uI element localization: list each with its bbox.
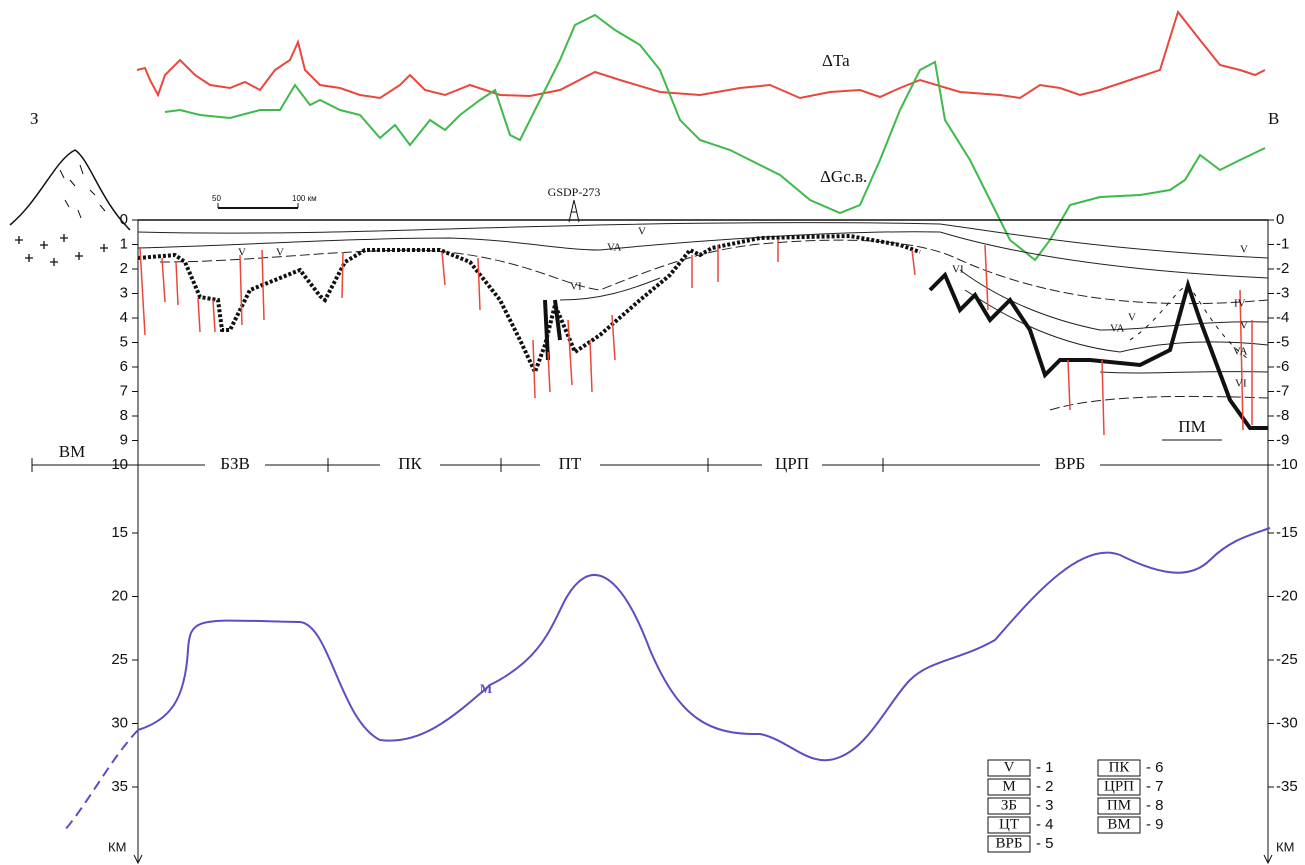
layer-label: VA bbox=[1110, 323, 1125, 335]
legend-symbol: ЦТ bbox=[999, 816, 1019, 832]
well-symbol bbox=[569, 200, 579, 222]
upper-right-tick-label: -7 bbox=[1276, 382, 1289, 399]
section-frame bbox=[32, 220, 1272, 863]
lower-right-tick-label: -35 bbox=[1276, 778, 1298, 795]
upper-right-tick-label: -3 bbox=[1276, 284, 1289, 301]
gravity-label: ΔGc.в. bbox=[820, 167, 867, 186]
upper-right-tick-label: -9 bbox=[1276, 431, 1289, 448]
upper-right-tick-label: -4 bbox=[1276, 309, 1289, 326]
upper-left-tick-label: 2 bbox=[120, 260, 128, 277]
upper-left-tick-label: 10 bbox=[111, 456, 128, 473]
upper-left-tick-label: 4 bbox=[120, 309, 128, 326]
lower-left-tick-label: 30 bbox=[111, 714, 128, 731]
layer-label: V bbox=[276, 247, 284, 259]
basement-top bbox=[138, 236, 920, 372]
upper-left-tick-label: 7 bbox=[120, 382, 128, 399]
zone-label: ПТ bbox=[559, 454, 582, 473]
lower-right-tick-label: -20 bbox=[1276, 587, 1298, 604]
legend-number: - 8 bbox=[1146, 797, 1164, 814]
lower-left-tick-label: 15 bbox=[111, 524, 128, 541]
layer-label: VI bbox=[1235, 378, 1247, 390]
layer-label: IV bbox=[1234, 298, 1246, 310]
moho-line bbox=[138, 528, 1270, 760]
lower-right-tick-label: -15 bbox=[1276, 524, 1298, 541]
layer-label: V bbox=[238, 247, 246, 259]
legend-symbol: M bbox=[1002, 778, 1015, 794]
layer-label: V bbox=[1240, 244, 1248, 256]
layer-label: V bbox=[1240, 320, 1248, 332]
legend-number: - 7 bbox=[1146, 778, 1164, 795]
upper-right-tick-label: -1 bbox=[1276, 235, 1289, 252]
upper-left-tick-label: 3 bbox=[120, 284, 128, 301]
upper-right-tick-label: -2 bbox=[1276, 260, 1289, 277]
layer-label: VI bbox=[952, 264, 964, 276]
legend-symbol: ПМ bbox=[1107, 797, 1131, 813]
upper-left-tick-label: 5 bbox=[120, 333, 128, 350]
legend-number: - 9 bbox=[1146, 816, 1164, 833]
zone-label: ПК bbox=[398, 454, 422, 473]
magnetic-label: ΔTa bbox=[822, 51, 850, 70]
upper-right-tick-label: -10 bbox=[1276, 456, 1298, 473]
scale-start: 50 bbox=[212, 194, 221, 203]
upper-left-tick-label: 8 bbox=[120, 407, 128, 424]
legend-number: - 1 bbox=[1036, 759, 1054, 776]
upper-left-tick-label: 1 bbox=[120, 235, 128, 252]
layer-label: VA bbox=[607, 242, 622, 254]
well-label: GSDP-273 bbox=[548, 185, 601, 199]
legend-symbol: ПК bbox=[1109, 759, 1131, 775]
lower-left-tick-label: 20 bbox=[111, 587, 128, 604]
faults bbox=[140, 240, 1252, 435]
legend-symbol: ЗБ bbox=[1001, 797, 1017, 813]
legend-number: - 3 bbox=[1036, 797, 1054, 814]
legend-symbol: V bbox=[1004, 759, 1015, 775]
lower-right-tick-label: -30 bbox=[1276, 714, 1298, 731]
magnetic-curve bbox=[137, 12, 1265, 98]
unit-left: КМ bbox=[108, 839, 126, 854]
scale-end: 100 км bbox=[292, 194, 317, 203]
upper-right-tick-label: -8 bbox=[1276, 407, 1289, 424]
legend-number: - 4 bbox=[1036, 816, 1054, 833]
zone-label: ВРБ bbox=[1055, 454, 1086, 473]
upper-left-tick-label: 6 bbox=[120, 358, 128, 375]
zone-label: ВМ bbox=[59, 442, 85, 461]
west-label: З bbox=[30, 109, 39, 128]
sediment-layers bbox=[138, 223, 1268, 410]
lower-left-tick-label: 25 bbox=[111, 651, 128, 668]
pm-label: ПМ bbox=[1178, 417, 1205, 436]
layer-label: VA bbox=[1233, 346, 1248, 358]
upper-right-tick-label: 0 bbox=[1276, 211, 1284, 228]
upper-left-tick-label: 9 bbox=[120, 431, 128, 448]
scale-bar bbox=[218, 203, 298, 208]
upper-left-tick-label: 0 bbox=[120, 211, 128, 228]
legend-number: - 2 bbox=[1036, 778, 1054, 795]
lower-left-tick-label: 35 bbox=[111, 778, 128, 795]
zone-label: БЗВ bbox=[220, 454, 250, 473]
layer-label: VI bbox=[570, 281, 582, 293]
east-label: В bbox=[1268, 109, 1279, 128]
legend-symbol: ВРБ bbox=[996, 835, 1023, 851]
upper-right-tick-label: -5 bbox=[1276, 333, 1289, 350]
legend-number: - 5 bbox=[1036, 835, 1054, 852]
massif-symbol bbox=[10, 150, 130, 266]
zone-label: ЦРП bbox=[775, 454, 809, 473]
unit-right: КМ bbox=[1276, 839, 1294, 854]
legend-symbol: ВМ bbox=[1107, 816, 1130, 832]
layer-label: V bbox=[638, 226, 646, 238]
moho-label: M bbox=[480, 681, 492, 696]
legend-symbol: ЦРП bbox=[1104, 778, 1134, 794]
legend-number: - 6 bbox=[1146, 759, 1164, 776]
diagram: ΔTa ΔGc.в. З В 50 100 км GSDP-273 bbox=[0, 0, 1305, 865]
upper-right-tick-label: -6 bbox=[1276, 358, 1289, 375]
basement-fault bbox=[545, 275, 1268, 428]
lower-right-tick-label: -25 bbox=[1276, 651, 1298, 668]
layer-label: V bbox=[1128, 312, 1136, 324]
